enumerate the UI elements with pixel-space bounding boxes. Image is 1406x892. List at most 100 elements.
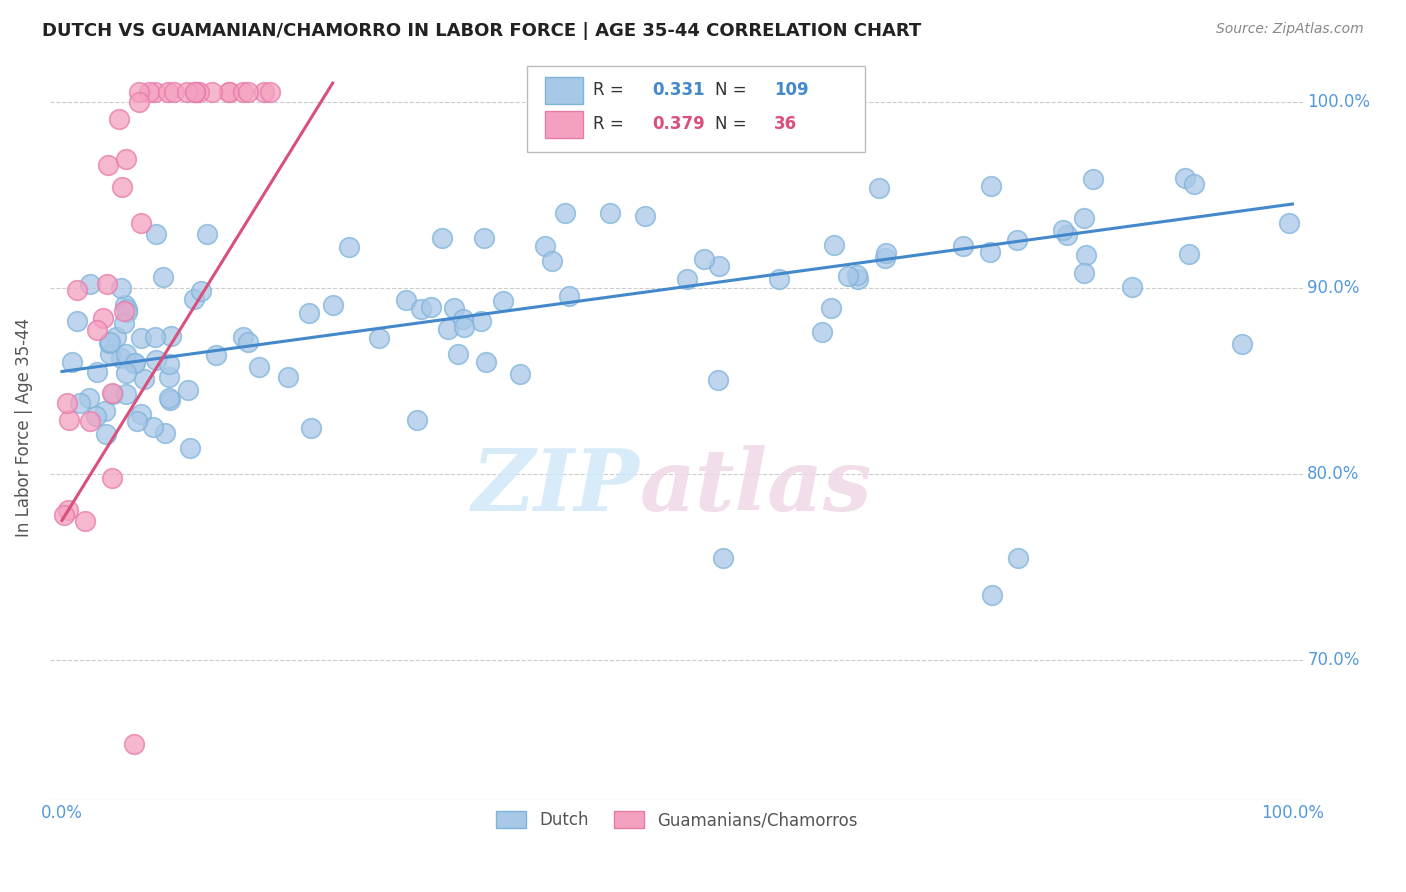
Point (153, 425, 176, 440)
Point (86, 365, 108, 379)
Point (145, 353, 167, 368)
Point (91, 310, 114, 325)
Point (218, 86, 240, 100)
Point (540, 253, 562, 268)
Point (406, 413, 429, 427)
Point (1081, 172, 1104, 186)
Point (820, 301, 842, 316)
Point (875, 251, 897, 265)
Point (709, 260, 731, 274)
Text: 0.379: 0.379 (652, 115, 704, 134)
Point (77, 391, 100, 405)
Point (837, 268, 859, 283)
Text: Source: ZipAtlas.com: Source: ZipAtlas.com (1216, 22, 1364, 37)
Point (436, 322, 458, 336)
Point (176, 383, 198, 397)
Point (187, 86, 209, 100)
Point (409, 301, 432, 316)
Point (981, 588, 1004, 602)
Point (124, 356, 146, 370)
Point (129, 331, 152, 345)
Point (97, 336, 120, 351)
Point (75, 514, 97, 528)
Point (218, 86, 240, 100)
Point (1007, 550, 1029, 565)
Point (190, 285, 212, 299)
Legend: Dutch, Guamanians/Chamorros: Dutch, Guamanians/Chamorros (489, 805, 865, 836)
Point (875, 245, 897, 260)
Point (100, 347, 122, 361)
Point (475, 355, 498, 369)
Point (79, 277, 101, 292)
Point (443, 301, 465, 315)
Point (395, 293, 418, 307)
Point (952, 239, 974, 253)
Point (157, 370, 180, 384)
Point (58, 412, 80, 426)
Point (979, 245, 1001, 260)
Point (107, 112, 129, 127)
Point (55, 396, 77, 410)
Point (634, 209, 657, 223)
Point (238, 334, 260, 349)
Point (599, 205, 621, 219)
Point (114, 387, 136, 401)
Point (145, 227, 167, 241)
Point (163, 86, 186, 100)
Text: 109: 109 (773, 81, 808, 99)
Text: 70.0%: 70.0% (1308, 651, 1360, 669)
Text: R =: R = (593, 115, 624, 134)
Point (420, 301, 443, 315)
Point (554, 206, 576, 220)
Point (232, 329, 254, 343)
Point (66, 314, 89, 328)
Point (125, 414, 148, 428)
Point (132, 372, 155, 386)
Point (86, 323, 108, 337)
Text: N =: N = (714, 115, 747, 134)
Point (114, 367, 136, 381)
Point (115, 347, 138, 361)
Point (97, 158, 120, 172)
Point (447, 346, 470, 360)
Point (236, 86, 259, 100)
Point (94, 404, 117, 418)
Point (53, 508, 76, 523)
Point (297, 305, 319, 319)
Point (845, 268, 868, 283)
Point (103, 386, 125, 401)
Point (129, 216, 152, 230)
Point (201, 86, 224, 100)
Point (1182, 177, 1205, 191)
Point (322, 298, 344, 312)
Point (195, 227, 218, 242)
Point (1073, 266, 1095, 280)
Y-axis label: In Labor Force | Age 35-44: In Labor Force | Age 35-44 (15, 318, 32, 537)
Point (58, 503, 80, 517)
Point (156, 86, 179, 100)
Point (160, 329, 183, 343)
Point (110, 351, 132, 365)
Point (96, 277, 118, 291)
Point (811, 325, 834, 339)
Point (534, 239, 557, 253)
Point (157, 391, 180, 405)
Point (253, 86, 276, 100)
Point (1177, 246, 1199, 260)
Point (112, 316, 135, 330)
Point (110, 281, 132, 295)
Point (1121, 279, 1143, 293)
Text: 36: 36 (773, 115, 797, 134)
Point (145, 86, 167, 100)
Point (368, 331, 391, 345)
Point (823, 238, 845, 252)
Point (184, 86, 207, 100)
Bar (546, 111, 583, 137)
Point (768, 272, 790, 286)
Point (96, 426, 118, 441)
Point (707, 373, 730, 387)
Point (159, 393, 181, 408)
Point (114, 153, 136, 167)
Text: R =: R = (593, 81, 624, 99)
Point (1174, 171, 1197, 186)
